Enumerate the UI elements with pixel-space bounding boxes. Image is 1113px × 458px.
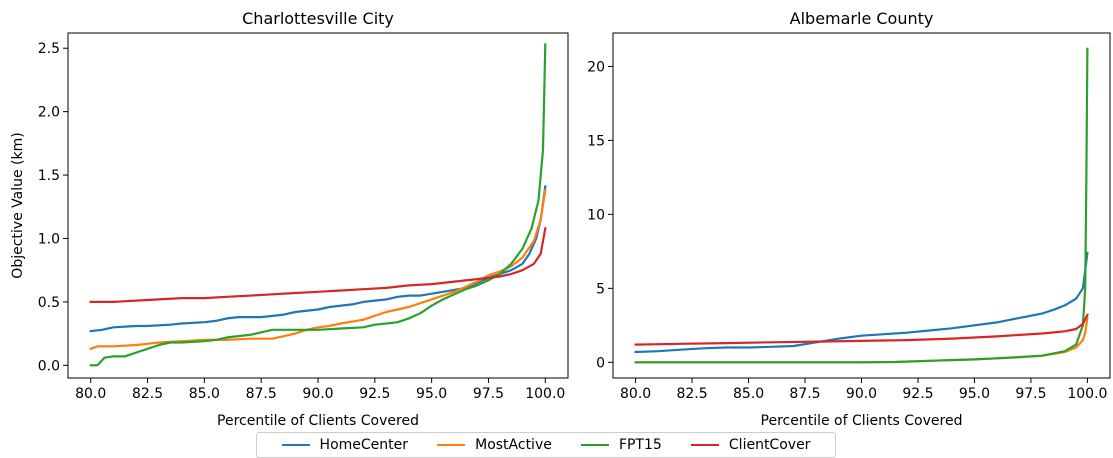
- x-tick-label: 82.5: [132, 386, 163, 402]
- x-tick-label: 95.0: [959, 386, 990, 402]
- x-tick-label: 87.5: [246, 386, 277, 402]
- x-tick-label: 92.5: [359, 386, 390, 402]
- legend-label-homecenter: HomeCenter: [319, 437, 409, 453]
- series-line-fpt15: [634, 47, 1089, 364]
- legend-label-mostactive: MostActive: [475, 437, 552, 453]
- chart-albemarle-county: Albemarle County 80.0 82.5 85.0 87.5 90.0 92.5…: [587, 9, 1111, 429]
- legend-swatch-fpt15: [580, 444, 609, 446]
- x-tick-label: 85.0: [189, 386, 220, 402]
- x-tick-label: 85.0: [733, 386, 764, 402]
- plot-frame: [612, 32, 1111, 379]
- series-line-homecenter: [634, 251, 1089, 354]
- y-tick-label: 0: [596, 355, 605, 371]
- y-tick-label: 0.5: [38, 295, 60, 311]
- y-tick-label: 15: [587, 133, 605, 149]
- x-tick-label: 92.5: [902, 386, 933, 402]
- y-tick-label: 20: [587, 59, 605, 75]
- series-line-homecenter: [89, 185, 547, 333]
- x-tick-label: 97.5: [473, 386, 504, 402]
- chart-charlottesville-city: Charlottesville City 80.0 82.5 85.0 87.5 90.0…: [10, 9, 569, 429]
- y-tick-label: 2.5: [38, 41, 60, 57]
- x-tick-label: 90.0: [846, 386, 877, 402]
- legend-item-clientcover: ClientCover: [690, 437, 811, 453]
- legend-item-mostactive: MostActive: [437, 437, 552, 453]
- y-tick-label: 5: [596, 281, 605, 297]
- x-tick-label: 80.0: [620, 386, 651, 402]
- chart-title: Albemarle County: [790, 9, 934, 28]
- y-tick-label: 1.0: [38, 231, 60, 247]
- series-line-clientcover: [634, 313, 1089, 346]
- x-tick-label: 90.0: [302, 386, 333, 402]
- legend: HomeCenter MostActive FPT15 ClientCover: [256, 432, 836, 458]
- x-axis-label: Percentile of Clients Covered: [217, 413, 419, 429]
- legend-label-clientcover: ClientCover: [728, 437, 811, 453]
- y-tick-label: 1.5: [38, 168, 60, 184]
- x-tick-label: 80.0: [75, 386, 106, 402]
- series-line-fpt15: [89, 43, 547, 367]
- legend-label-fpt15: FPT15: [618, 437, 662, 453]
- y-tick-label: 0.0: [38, 358, 60, 374]
- x-tick-label: 82.5: [676, 386, 707, 402]
- y-axis-label: Objective Value (km): [10, 132, 26, 278]
- y-tick-label: 10: [587, 207, 605, 223]
- x-tick-label: 100.0: [1067, 386, 1107, 402]
- x-tick-label: 100.0: [525, 386, 565, 402]
- legend-item-fpt15: FPT15: [580, 437, 662, 453]
- series-line-clientcover: [89, 227, 547, 303]
- series-line-mostactive: [89, 189, 547, 351]
- legend-swatch-mostactive: [437, 444, 466, 446]
- x-tick-label: 95.0: [416, 386, 447, 402]
- chart-title: Charlottesville City: [242, 9, 394, 28]
- legend-item-homecenter: HomeCenter: [281, 437, 409, 453]
- y-tick-label: 2.0: [38, 105, 60, 121]
- legend-swatch-clientcover: [690, 444, 719, 446]
- legend-swatch-homecenter: [281, 444, 310, 446]
- x-tick-label: 87.5: [789, 386, 820, 402]
- x-tick-label: 97.5: [1015, 386, 1046, 402]
- x-axis-label: Percentile of Clients Covered: [761, 413, 963, 429]
